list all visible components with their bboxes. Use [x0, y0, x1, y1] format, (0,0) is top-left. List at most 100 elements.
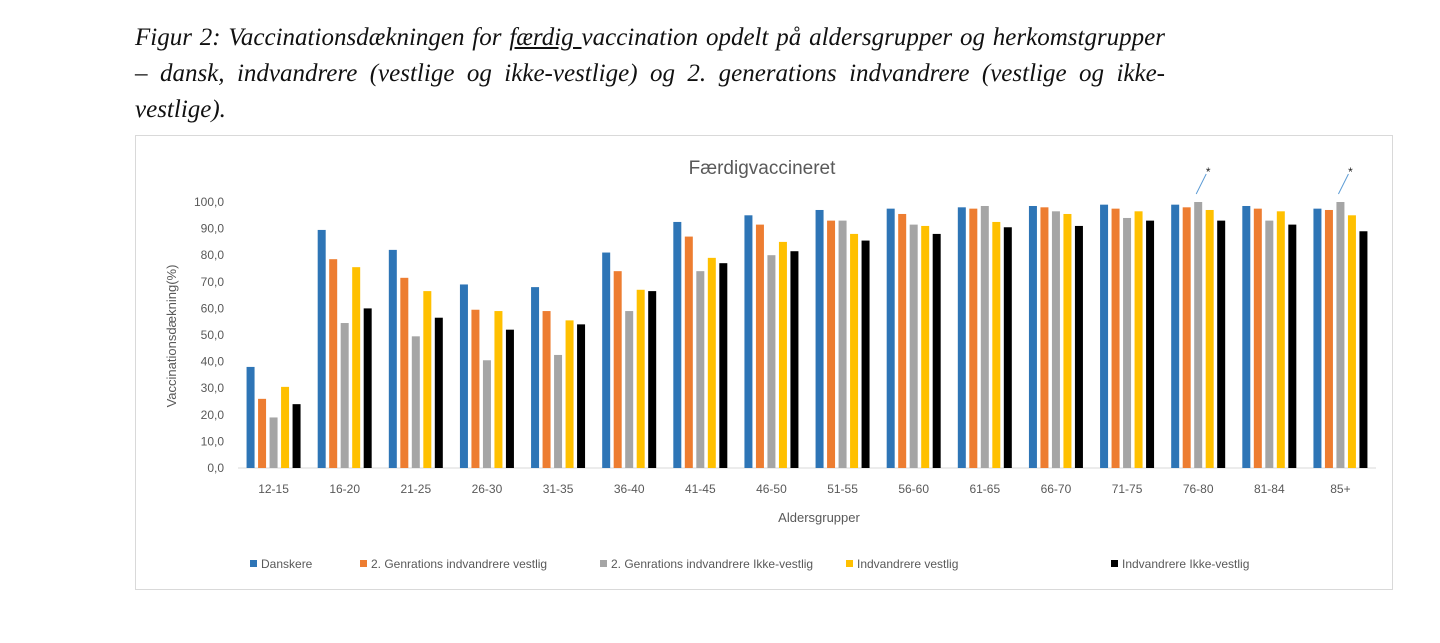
bar	[886, 208, 895, 468]
annotation-leader-line	[1195, 173, 1207, 195]
bar	[602, 252, 611, 468]
bar	[838, 220, 847, 468]
bar	[673, 221, 682, 468]
bar	[340, 323, 349, 468]
bar	[707, 257, 716, 468]
bar	[329, 259, 338, 468]
bar	[482, 360, 491, 468]
bar	[388, 249, 397, 468]
y-tick-label: 100,0	[194, 195, 224, 209]
bar	[992, 221, 1001, 468]
bar	[1134, 211, 1143, 468]
annotation-asterisk: *	[1206, 165, 1211, 179]
bar	[957, 207, 966, 468]
bar	[471, 309, 480, 468]
bar	[1265, 220, 1274, 468]
bar	[459, 284, 468, 468]
bar	[411, 336, 420, 468]
bar	[744, 215, 753, 468]
bar	[363, 308, 372, 468]
caption-underlined: færdig	[509, 24, 582, 51]
bar	[980, 205, 989, 468]
y-tick-label: 20,0	[201, 408, 225, 422]
x-tick-label: 66-70	[1041, 482, 1072, 496]
bar	[1359, 231, 1368, 468]
bar	[317, 229, 326, 468]
bar	[969, 208, 978, 468]
y-tick-label: 30,0	[201, 381, 225, 395]
bar	[1040, 207, 1049, 468]
figure-caption: Figur 2: Vaccinationsdækningen for færdi…	[135, 20, 1165, 128]
y-tick-label: 10,0	[201, 434, 225, 448]
legend-label: Danskere	[261, 557, 313, 571]
legend-swatch	[360, 560, 367, 567]
bar	[577, 324, 586, 468]
bar	[827, 220, 836, 468]
x-tick-label: 16-20	[329, 482, 360, 496]
legend-label: Indvandrere Ikke-vestlig	[1122, 557, 1249, 571]
bar	[684, 236, 693, 468]
annotation-asterisk: *	[1348, 165, 1353, 179]
x-tick-label: 76-80	[1183, 482, 1214, 496]
y-tick-label: 60,0	[201, 301, 225, 315]
bar	[1146, 220, 1155, 468]
bar	[246, 366, 255, 468]
bar	[1276, 211, 1285, 468]
bar	[352, 267, 361, 468]
x-tick-label: 36-40	[614, 482, 645, 496]
x-tick-label: 31-35	[543, 482, 574, 496]
legend-swatch	[600, 560, 607, 567]
bar	[1336, 202, 1345, 468]
bar	[1313, 208, 1322, 468]
bar	[1253, 208, 1262, 468]
annotation-leader-line	[1337, 173, 1349, 195]
bar	[932, 233, 941, 468]
bar-chart: Færdigvaccineret Aldersgrupper Vaccinati…	[164, 158, 1376, 571]
x-tick-label: 12-15	[258, 482, 289, 496]
legend-label: 2. Genrations indvandrere Ikke-vestlig	[611, 557, 813, 571]
bar	[565, 320, 574, 468]
bar	[898, 213, 907, 468]
bar	[625, 311, 634, 468]
bar	[1288, 224, 1297, 468]
bar	[281, 386, 290, 468]
y-axis-label: Vaccinationsdækning(%)	[164, 265, 179, 408]
y-tick-label: 40,0	[201, 355, 225, 369]
bar	[505, 329, 514, 468]
x-tick-label: 71-75	[1112, 482, 1143, 496]
x-tick-label: 41-45	[685, 482, 716, 496]
bar	[1028, 205, 1037, 468]
bar	[921, 225, 930, 468]
bar	[1074, 225, 1083, 468]
bar	[648, 291, 657, 468]
bar	[1111, 208, 1120, 468]
bar	[1347, 215, 1356, 468]
bar	[755, 224, 764, 468]
bar	[1205, 209, 1214, 468]
bar	[1123, 217, 1132, 468]
x-tick-label: 85+	[1330, 482, 1350, 496]
bar	[815, 209, 824, 468]
legend-swatch	[1111, 560, 1118, 567]
bar	[1063, 213, 1072, 468]
x-tick-label: 46-50	[756, 482, 787, 496]
y-tick-label: 50,0	[201, 328, 225, 342]
bar	[434, 317, 443, 468]
bar	[790, 251, 799, 468]
x-axis-label: Aldersgrupper	[778, 510, 860, 525]
bar	[1171, 204, 1180, 468]
bar	[909, 224, 918, 468]
bar	[1217, 220, 1226, 468]
x-tick-label: 21-25	[400, 482, 431, 496]
x-tick-label: 81-84	[1254, 482, 1285, 496]
y-tick-label: 90,0	[201, 222, 225, 236]
x-tick-label: 26-30	[472, 482, 503, 496]
bar	[636, 289, 645, 468]
bar	[1051, 211, 1060, 468]
bar	[1194, 202, 1203, 468]
legend-swatch	[250, 560, 257, 567]
caption-text: Figur 2: Vaccinationsdækningen for	[135, 24, 510, 51]
bar	[258, 398, 267, 468]
bar	[542, 311, 551, 468]
bar	[1182, 207, 1191, 468]
